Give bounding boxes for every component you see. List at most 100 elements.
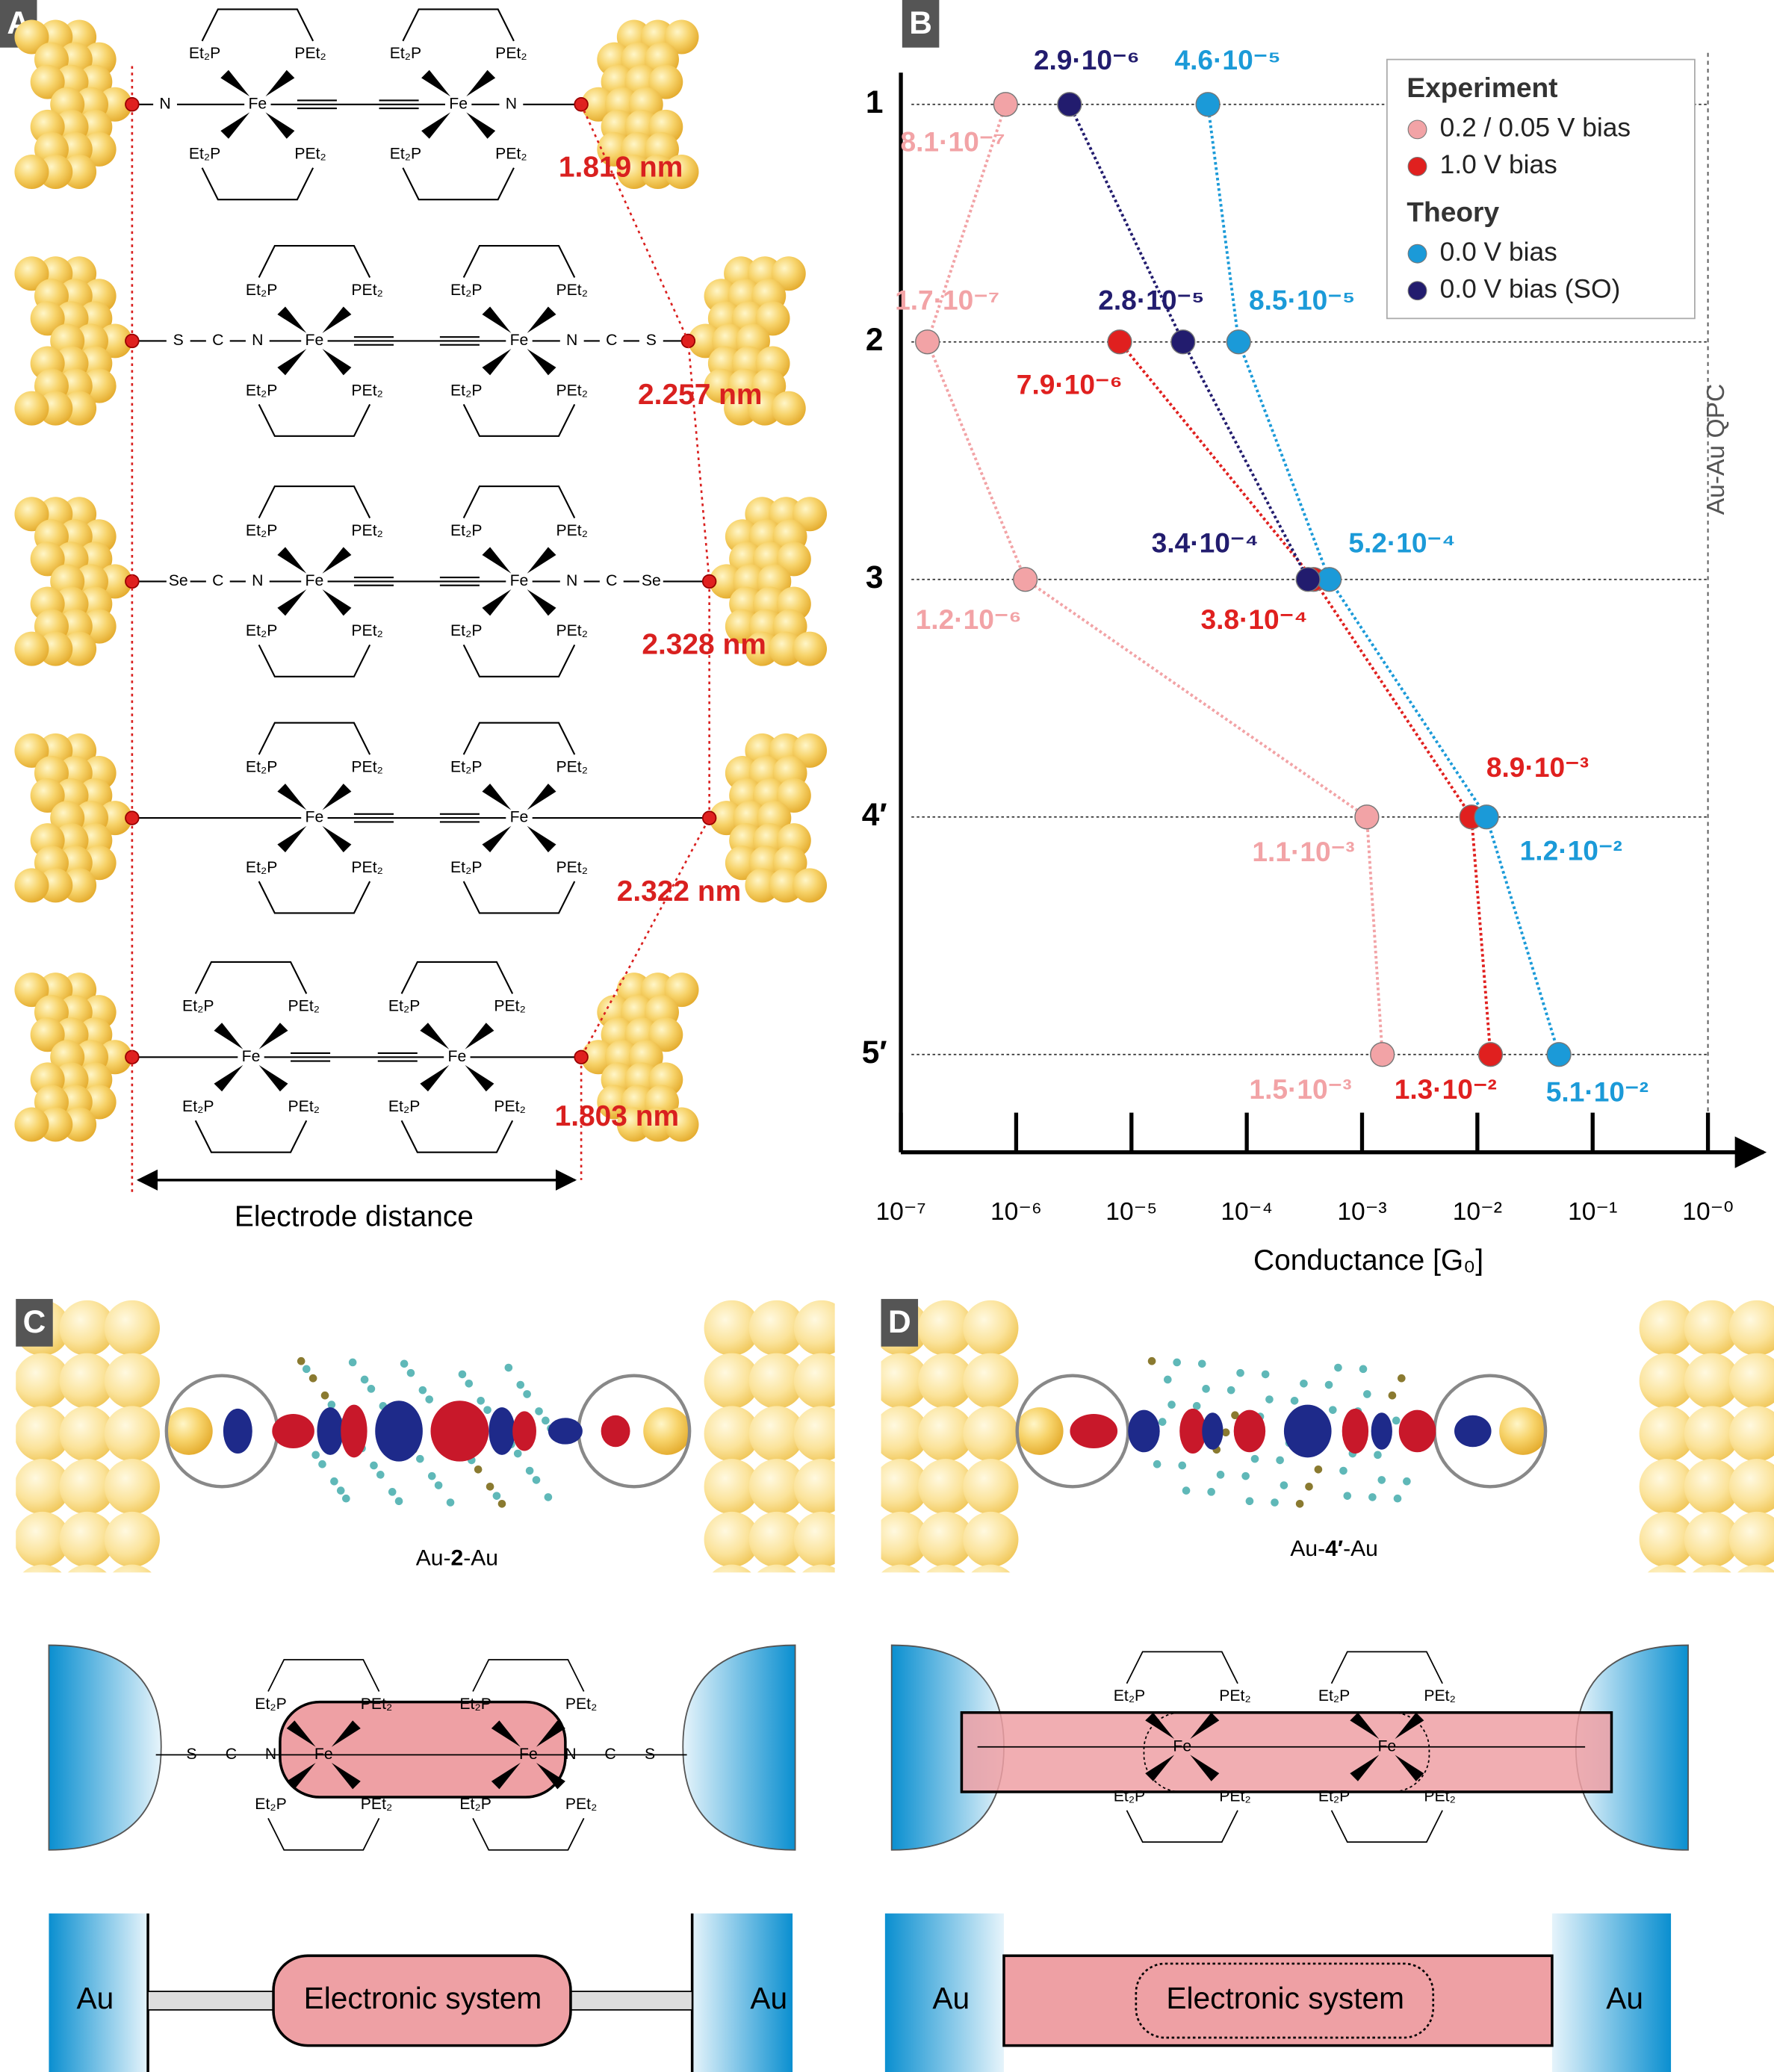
ligand-atom [318,1460,326,1468]
ligand-left: Et₂P [246,758,277,775]
wedge-bond [466,69,496,97]
gold-atom [14,497,49,532]
value-label: 1.5·10⁻³ [1249,1073,1351,1105]
data-point [1370,1042,1395,1067]
ligand-atom [1271,1498,1279,1507]
ligand-atom [1377,1476,1386,1484]
chelate-bridge [462,403,576,437]
gold-atom [748,1300,804,1356]
gold-atom [664,19,699,55]
ligand-left: Et₂P [255,1796,286,1813]
gold-atom [16,1511,70,1568]
apex-atom [165,1407,213,1455]
chelate-bridge [1330,1810,1443,1843]
gold-atom [30,64,65,99]
ligand-atom [492,1492,501,1500]
gold-atom [881,1353,929,1409]
ligand-atom [497,1499,506,1508]
gold-atom [793,497,828,532]
wedge-bond [322,825,352,853]
atom-label: Se [642,572,661,589]
gold-atom [81,131,117,167]
gold-atom [14,733,49,768]
atom-bg [639,330,663,352]
ligand-atom [1226,1386,1235,1395]
gold-atom [1692,1564,1731,1573]
x-axis-label: Conductance [G₀] [1253,1244,1483,1277]
system-label: Electronic system [304,1981,542,2015]
value-label: 8.9·10⁻³ [1486,751,1589,783]
y-tick-label: 1 [866,84,884,120]
value-label: 8.1·10⁻⁷ [900,126,1005,158]
chelate-bridge [400,1120,514,1153]
ligand-right: PEt₂ [351,282,382,299]
gold-atom [38,154,73,189]
ligand-atom [1276,1456,1284,1465]
ligand-atom [330,1477,338,1486]
series-line [1118,341,1492,1055]
ligand-right: PEt₂ [1424,1788,1455,1805]
gold-atom [38,391,73,426]
gold-atom [776,778,811,813]
panel-label: C [23,1304,46,1339]
ligand-left: Et₂P [246,382,277,399]
gold-atom [1639,1300,1695,1356]
chelate-bridge [462,644,576,677]
ligand-atom [1329,1406,1337,1414]
ligand-atom [406,1368,415,1377]
chelate-bridge [1126,1651,1238,1684]
gold-atom [918,1511,974,1568]
ligand-left: Et₂P [182,998,214,1015]
ligand-atom [1173,1358,1181,1367]
apex-atom [1015,1407,1064,1455]
ligand-atom [1221,1428,1230,1437]
orbital-lobe [1179,1408,1206,1454]
data-point [1317,567,1342,592]
gold-atom [725,609,760,644]
gold-atom [81,609,117,644]
gold-atom [918,1300,974,1356]
y-tick-label: 3 [866,559,884,595]
gold-atom [748,1353,804,1409]
gold-atom [1639,1511,1695,1568]
ligand-atom [523,1390,531,1398]
ligand-atom [1393,1494,1402,1503]
chelate-bridge [201,167,314,201]
metal-label: Fe [447,1048,466,1065]
data-point [993,92,1018,117]
electrode-block [49,1913,149,2072]
chelate-bridge [402,167,515,201]
atom-label: N [565,1746,576,1763]
gold-atom [597,1085,632,1120]
caption-part: 4′ [1325,1536,1343,1561]
electrode-label: Au [1606,1981,1643,2015]
ligand-atom [1374,1451,1382,1460]
ligand-right: PEt₂ [351,522,382,539]
metal-label: Fe [510,809,529,826]
ligand-right: PEt₂ [556,382,588,399]
orbital-lobe [1454,1415,1492,1448]
ligand-left: Et₂P [246,522,277,539]
wedge-bond [527,589,556,616]
gold-atom [755,301,790,336]
value-label: 3.8·10⁻⁴ [1200,604,1307,635]
data-point [1295,567,1321,592]
annotation: Au-Au QPC [1702,384,1730,515]
wedge-bond [466,112,496,139]
gold-atom [62,1107,97,1142]
wedge-bond [277,547,307,574]
atom-label: N [265,1746,276,1763]
value-label: 3.4·10⁻⁴ [1152,527,1259,559]
gold-atom [14,256,49,291]
ligand-atom [1339,1466,1347,1475]
orbital-lobe [1398,1409,1436,1453]
gold-atom [963,1459,1019,1515]
metal-label: Fe [519,1746,538,1763]
gold-atom [1728,1300,1774,1356]
wedge-bond [258,1064,288,1092]
gold-atom [963,1511,1019,1568]
ligand-atom [1197,1359,1206,1368]
y-tick-label: 4′ [862,797,887,832]
atom-bg [166,330,190,352]
